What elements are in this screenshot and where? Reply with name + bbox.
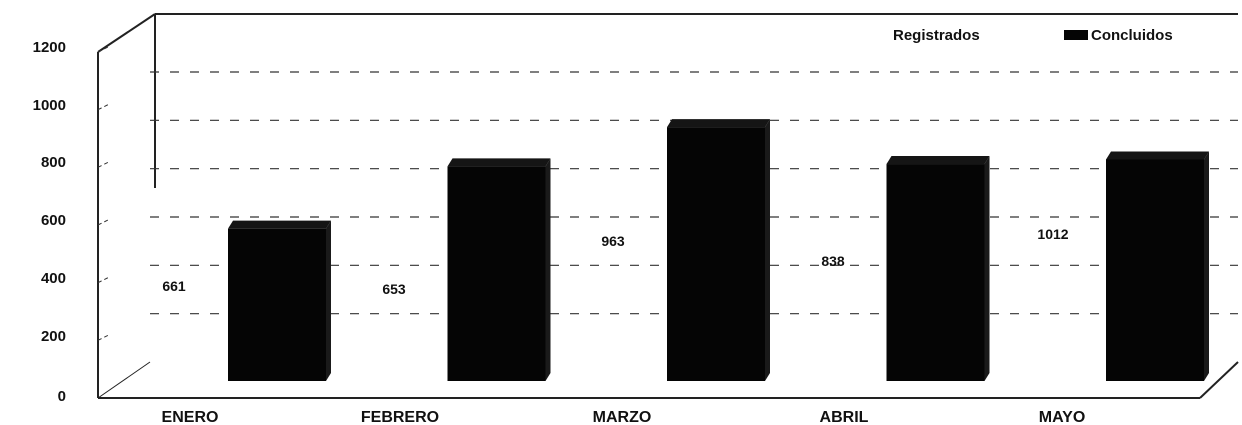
data-label: 653 xyxy=(382,281,406,297)
bar-concluidos xyxy=(667,119,770,382)
y-tick-label: 400 xyxy=(41,270,66,287)
data-labels-registrados: 661 653 963 838 1012 xyxy=(162,226,1068,297)
legend-label-concluidos: Concluidos xyxy=(1091,27,1173,44)
floor-right-edge xyxy=(1199,361,1239,399)
y-tick-label: 1000 xyxy=(33,97,66,114)
floor-left-edge xyxy=(97,361,151,399)
data-label: 661 xyxy=(162,278,186,294)
bar-side xyxy=(765,119,770,382)
bar-face xyxy=(667,127,765,381)
depth-top-edge xyxy=(97,13,156,53)
y-axis-tick xyxy=(97,333,111,341)
y-axis-tick xyxy=(97,276,111,284)
legend-label-registrados: Registrados xyxy=(893,27,980,44)
x-category-label: ENERO xyxy=(162,409,219,425)
data-label: 1012 xyxy=(1037,226,1068,242)
bar-concluidos xyxy=(886,156,990,381)
bar-top xyxy=(228,220,331,229)
bar-side xyxy=(326,220,331,381)
y-tick-label: 800 xyxy=(41,154,66,171)
bar-side xyxy=(545,158,551,381)
data-label: 838 xyxy=(821,253,845,269)
bar-face xyxy=(886,164,985,381)
y-tick-label: 200 xyxy=(41,328,66,345)
bars xyxy=(228,119,1209,382)
bar-concluidos xyxy=(228,220,331,381)
y-axis-tick xyxy=(97,160,111,168)
bar-face xyxy=(447,166,546,381)
y-axis-tick xyxy=(97,218,111,226)
x-category-label: ABRIL xyxy=(820,409,869,425)
y-axis-tick xyxy=(97,103,111,111)
y-axis-tick xyxy=(97,45,111,53)
y-tick-label: 0 xyxy=(58,388,66,405)
legend-swatch-concluidos xyxy=(1064,30,1088,40)
bar-face xyxy=(228,228,326,381)
bar-top xyxy=(886,156,990,165)
bar-concluidos xyxy=(447,158,551,381)
bar-top xyxy=(447,158,551,167)
x-category-label: FEBRERO xyxy=(361,409,439,425)
y-tick-label: 600 xyxy=(41,212,66,229)
bar-side xyxy=(984,156,990,381)
x-axis-categories: ENERO FEBRERO MARZO ABRIL MAYO xyxy=(162,409,1086,425)
bar-top xyxy=(667,119,770,128)
bar-top xyxy=(1106,151,1209,160)
bar-concluidos xyxy=(1106,151,1209,381)
x-category-label: MARZO xyxy=(593,409,652,425)
x-category-label: MAYO xyxy=(1039,409,1086,425)
y-tick-label: 1200 xyxy=(33,39,66,56)
data-label: 963 xyxy=(601,233,625,249)
bar-face xyxy=(1106,159,1204,381)
bar-side xyxy=(1204,151,1209,381)
legend: Registrados Concluidos xyxy=(893,27,1173,44)
y-axis-ticks: 1200 1000 800 600 400 200 0 xyxy=(33,39,66,405)
